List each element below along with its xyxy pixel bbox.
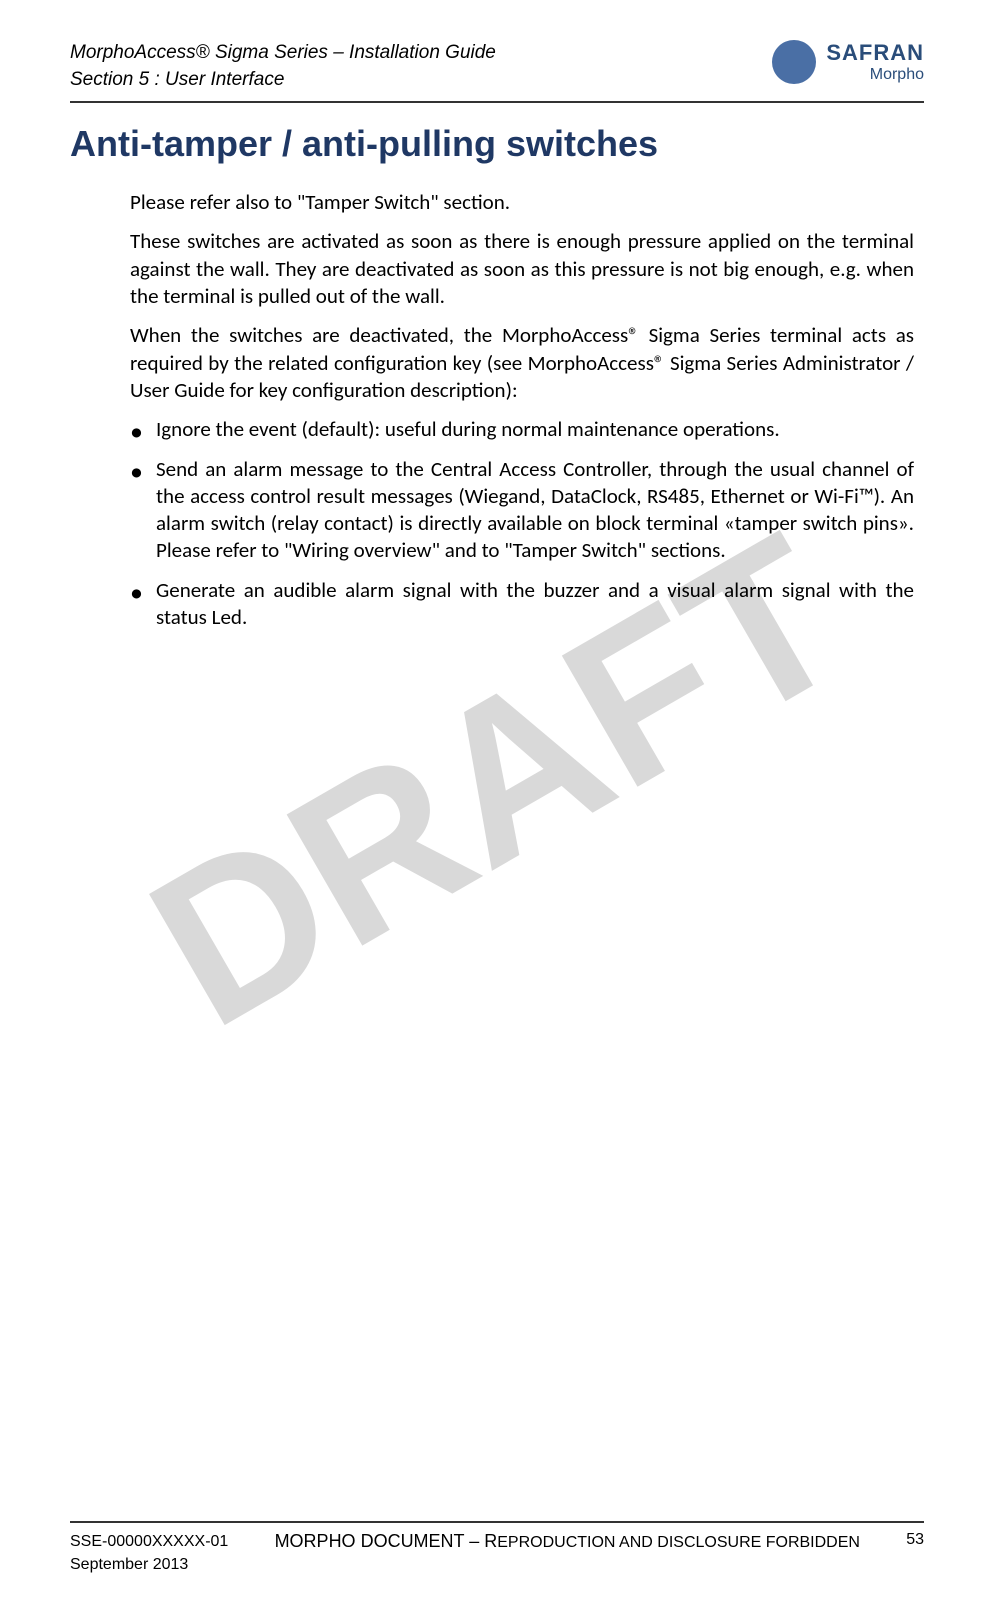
page-footer: SSE-00000XXXXX-01 September 2013 MORPHO …	[70, 1521, 924, 1576]
footer-left-block: SSE-00000XXXXX-01 September 2013	[70, 1531, 228, 1576]
footer-center-text: MORPHO DOCUMENT – REPRODUCTION AND DISCL…	[275, 1531, 860, 1576]
body-text-block: Please refer also to "Tamper Switch" sec…	[70, 189, 924, 631]
footer-doc-id: SSE-00000XXXXX-01	[70, 1531, 228, 1553]
page-header: MorphoAccess® Sigma Series – Installatio…	[70, 40, 924, 103]
footer-center-prefix: MORPHO DOCUMENT – R	[275, 1531, 498, 1551]
paragraph-3: When the switches are deactivated, the M…	[130, 322, 914, 404]
page-content: Anti-tamper / anti-pulling switches Plea…	[70, 103, 924, 631]
footer-center-suffix: EPRODUCTION AND DISCLOSURE FORBIDDEN	[497, 1534, 860, 1551]
logo-text-block: SAFRAN Morpho	[826, 40, 924, 84]
bullet-item-2: Send an alarm message to the Central Acc…	[156, 456, 914, 565]
bullet-list: Ignore the event (default): useful durin…	[130, 416, 914, 631]
header-title-line2: Section 5 : User Interface	[70, 67, 496, 94]
header-logo: SAFRAN Morpho	[772, 40, 924, 84]
safran-logo-icon	[772, 40, 816, 84]
paragraph-2: These switches are activated as soon as …	[130, 228, 914, 310]
header-title-line1: MorphoAccess® Sigma Series – Installatio…	[70, 40, 496, 67]
bullet-item-1: Ignore the event (default): useful durin…	[156, 416, 914, 443]
brand-safran: SAFRAN	[826, 40, 924, 66]
footer-date: September 2013	[70, 1554, 228, 1576]
footer-page-number: 53	[906, 1531, 924, 1576]
brand-morpho: Morpho	[826, 66, 924, 84]
paragraph-1: Please refer also to "Tamper Switch" sec…	[130, 189, 914, 216]
bullet-item-3: Generate an audible alarm signal with th…	[156, 577, 914, 632]
section-heading: Anti-tamper / anti-pulling switches	[70, 123, 924, 165]
header-title-block: MorphoAccess® Sigma Series – Installatio…	[70, 40, 496, 93]
